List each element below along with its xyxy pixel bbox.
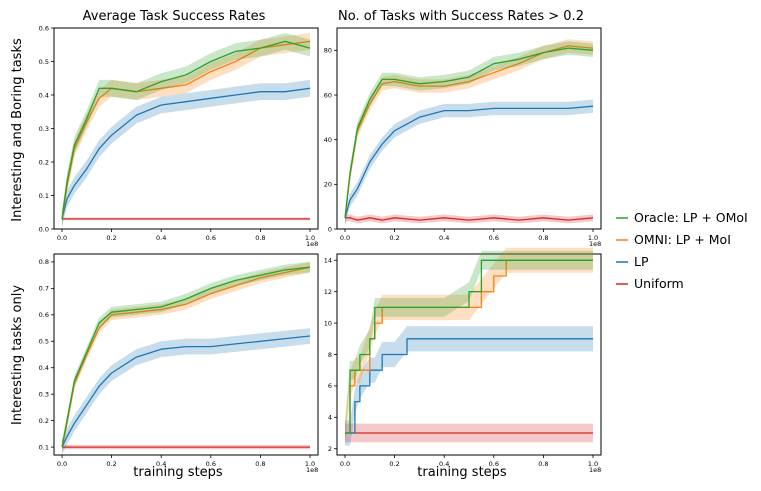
band-oracle: [62, 261, 310, 453]
y-tick-label: 14: [324, 257, 332, 265]
x-tick-label: 0.2: [106, 234, 116, 242]
x-offset-label: 1e8: [589, 466, 601, 474]
series-line-lp: [344, 105, 594, 218]
y-tick-label: 40: [324, 136, 332, 144]
series-line-oracle: [61, 266, 311, 448]
y-tick-label: 60: [324, 91, 332, 99]
x-tick-label: 0.4: [156, 460, 166, 468]
x-tick-label: 0.6: [489, 460, 499, 468]
y-tick-label: 6: [328, 382, 332, 390]
xlabel-right: training steps: [417, 465, 507, 480]
x-offset-label: 1e8: [306, 240, 318, 248]
x-tick-label: 0.6: [489, 234, 499, 242]
band-uniform: [345, 214, 593, 224]
y-tick-label: 0.6: [39, 24, 49, 32]
x-tick-label: 0.8: [538, 460, 548, 468]
y-tick-label: 0.3: [39, 125, 49, 133]
y-tick-label: 12: [324, 288, 332, 296]
series-line-oracle: [345, 259, 593, 434]
x-tick-label: 1.0: [588, 234, 598, 242]
y-tick-label: 0.6: [39, 311, 49, 319]
x-tick-label: 0.8: [538, 234, 548, 242]
x-offset-label: 1e8: [589, 240, 601, 248]
x-offset-label: 1e8: [306, 466, 318, 474]
x-tick-label: 0.0: [57, 234, 67, 242]
xlabel-left: training steps: [133, 465, 223, 480]
band-lp: [345, 326, 593, 446]
x-tick-label: 0.0: [340, 234, 350, 242]
y-tick-label: 0.1: [39, 443, 49, 451]
y-tick-label: 8: [328, 351, 332, 359]
band-omni: [345, 39, 593, 225]
y-tick-label: 10: [324, 319, 332, 327]
band-lp: [345, 99, 593, 225]
y-tick-label: 0.2: [39, 158, 49, 166]
band-oracle: [345, 41, 593, 225]
x-tick-label: 1.0: [588, 460, 598, 468]
band-omni: [62, 261, 310, 453]
x-tick-label: 0.0: [340, 460, 350, 468]
column-title-left: Average Task Success Rates: [83, 9, 266, 24]
band-oracle: [345, 250, 593, 443]
band-omni: [345, 247, 593, 446]
x-tick-label: 0.4: [156, 234, 166, 242]
x-tick-label: 0.6: [206, 234, 216, 242]
y-tick-label: 80: [324, 47, 332, 55]
y-tick-label: 0.1: [39, 192, 49, 200]
x-tick-label: 0.4: [439, 460, 449, 468]
y-tick-label: 0.5: [39, 58, 49, 66]
series-line-lp: [61, 335, 311, 448]
legend-label-uniform: Uniform: [634, 276, 684, 291]
series-line-lp: [61, 87, 311, 220]
y-tick-label: 0.4: [39, 91, 49, 99]
y-tick-label: 0.0: [39, 225, 49, 233]
y-tick-label: 0: [328, 225, 332, 233]
column-title-right: No. of Tasks with Success Rates > 0.2: [338, 9, 584, 24]
legend-label-omni: OMNI: LP + MoI: [634, 232, 731, 247]
y-tick-label: 4: [328, 414, 332, 422]
row-label-top: Interesting and Boring tasks: [10, 38, 25, 222]
x-tick-label: 0.2: [106, 460, 116, 468]
series-line-omni: [61, 40, 311, 219]
legend-label-lp: LP: [634, 254, 649, 269]
y-tick-label: 0.5: [39, 338, 49, 346]
y-tick-label: 0.7: [39, 285, 49, 293]
x-tick-label: 0.2: [389, 234, 399, 242]
legend: Oracle: LP + OMoI OMNI: LP + MoI LP Unif…: [616, 210, 748, 291]
y-tick-label: 20: [324, 181, 332, 189]
x-tick-label: 0.4: [439, 234, 449, 242]
band-oracle: [62, 33, 310, 228]
x-tick-label: 0.8: [255, 234, 265, 242]
series-line-omni: [61, 266, 311, 448]
band-lp: [62, 328, 310, 455]
y-tick-label: 0.4: [39, 364, 49, 372]
y-tick-label: 0.3: [39, 390, 49, 398]
panel-3-frame: [53, 253, 319, 456]
legend-label-oracle: Oracle: LP + OMoI: [634, 210, 748, 225]
row-label-bottom: Interesting tasks only: [10, 285, 25, 425]
series-line-uniform: [345, 217, 594, 221]
series-line-omni: [344, 45, 594, 218]
x-tick-label: 1.0: [305, 234, 315, 242]
x-tick-label: 0.0: [57, 460, 67, 468]
panel-1-frame: [53, 27, 319, 230]
band-omni: [62, 33, 310, 228]
y-tick-label: 0.8: [39, 258, 49, 266]
series-line-lp: [345, 338, 593, 434]
y-tick-label: 2: [328, 445, 332, 453]
y-tick-label: 0.2: [39, 417, 49, 425]
band-lp: [62, 79, 310, 228]
series-line-oracle: [61, 40, 311, 219]
series-line-oracle: [344, 47, 594, 218]
panel-2-frame: [336, 27, 602, 230]
x-tick-label: 1.0: [305, 460, 315, 468]
x-tick-label: 0.8: [255, 460, 265, 468]
x-tick-label: 0.2: [389, 460, 399, 468]
x-tick-label: 0.6: [206, 460, 216, 468]
